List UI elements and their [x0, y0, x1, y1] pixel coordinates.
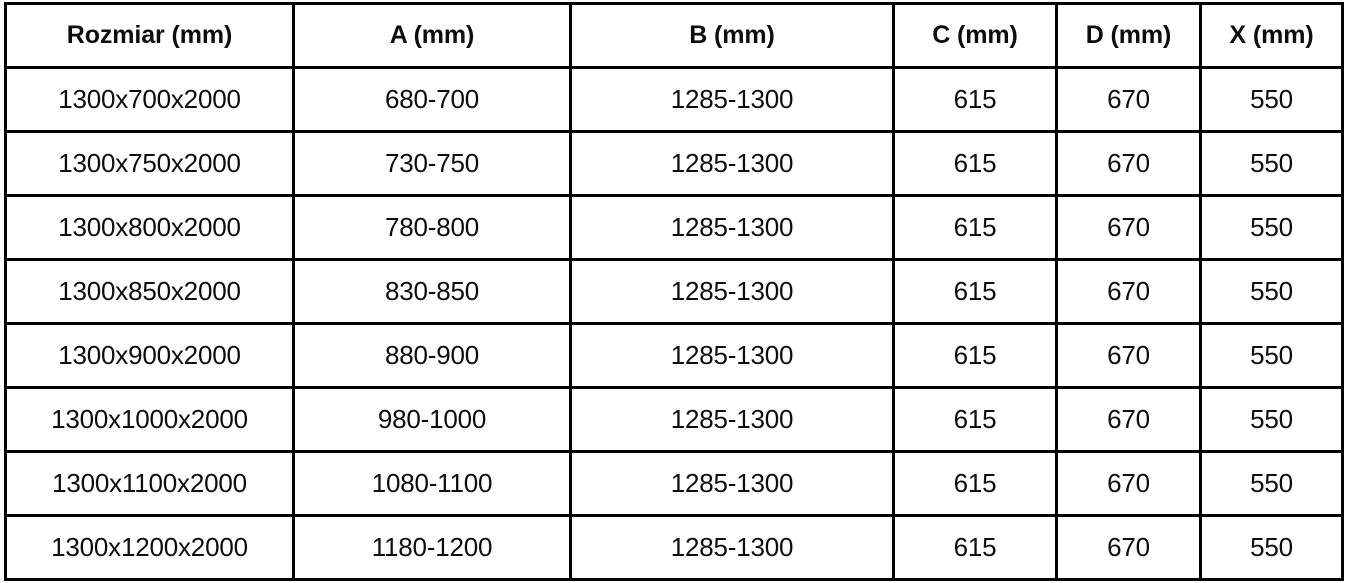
- column-header-x: X (mm): [1199, 2, 1344, 69]
- cell-b: 1285-1300: [569, 322, 895, 389]
- cell-b: 1285-1300: [569, 194, 895, 261]
- column-header-a: A (mm): [292, 2, 572, 69]
- cell-c: 615: [892, 66, 1058, 133]
- table-row: 1300x850x2000 830-850 1285-1300 615 670 550: [4, 258, 1344, 325]
- cell-a: 880-900: [292, 322, 572, 389]
- column-header-c: C (mm): [892, 2, 1058, 69]
- cell-d: 670: [1055, 386, 1202, 453]
- cell-a: 680-700: [292, 66, 572, 133]
- table-row: 1300x1100x2000 1080-1100 1285-1300 615 670 55…: [4, 450, 1344, 517]
- cell-d: 670: [1055, 194, 1202, 261]
- table-row: 1300x700x2000 680-700 1285-1300 615 670 550: [4, 66, 1344, 133]
- cell-x: 550: [1199, 66, 1344, 133]
- cell-c: 615: [892, 322, 1058, 389]
- cell-size: 1300x1200x2000: [4, 514, 295, 581]
- cell-size: 1300x1100x2000: [4, 450, 295, 517]
- cell-c: 615: [892, 258, 1058, 325]
- cell-d: 670: [1055, 322, 1202, 389]
- cell-c: 615: [892, 386, 1058, 453]
- cell-x: 550: [1199, 386, 1344, 453]
- cell-a: 830-850: [292, 258, 572, 325]
- column-header-b: B (mm): [569, 2, 895, 69]
- table-header: Rozmiar (mm) A (mm) B (mm) C (mm) D (mm) X (m…: [4, 2, 1344, 69]
- cell-x: 550: [1199, 322, 1344, 389]
- table-row: 1300x800x2000 780-800 1285-1300 615 670 550: [4, 194, 1344, 261]
- cell-c: 615: [892, 194, 1058, 261]
- cell-a: 1080-1100: [292, 450, 572, 517]
- cell-b: 1285-1300: [569, 514, 895, 581]
- cell-c: 615: [892, 514, 1058, 581]
- table-row: 1300x750x2000 730-750 1285-1300 615 670 550: [4, 130, 1344, 197]
- column-header-d: D (mm): [1055, 2, 1202, 69]
- cell-b: 1285-1300: [569, 130, 895, 197]
- cell-x: 550: [1199, 450, 1344, 517]
- cell-a: 780-800: [292, 194, 572, 261]
- cell-x: 550: [1199, 514, 1344, 581]
- cell-x: 550: [1199, 130, 1344, 197]
- cell-size: 1300x700x2000: [4, 66, 295, 133]
- cell-a: 1180-1200: [292, 514, 572, 581]
- table-body: 1300x700x2000 680-700 1285-1300 615 670 550 13…: [4, 66, 1344, 581]
- cell-size: 1300x750x2000: [4, 130, 295, 197]
- cell-d: 670: [1055, 514, 1202, 581]
- table-row: 1300x1000x2000 980-1000 1285-1300 615 670 550: [4, 386, 1344, 453]
- cell-size: 1300x900x2000: [4, 322, 295, 389]
- cell-b: 1285-1300: [569, 386, 895, 453]
- column-header-size: Rozmiar (mm): [4, 2, 295, 69]
- cell-x: 550: [1199, 194, 1344, 261]
- cell-size: 1300x850x2000: [4, 258, 295, 325]
- cell-a: 730-750: [292, 130, 572, 197]
- cell-d: 670: [1055, 258, 1202, 325]
- cell-c: 615: [892, 450, 1058, 517]
- cell-c: 615: [892, 130, 1058, 197]
- cell-size: 1300x1000x2000: [4, 386, 295, 453]
- cell-b: 1285-1300: [569, 450, 895, 517]
- cell-x: 550: [1199, 258, 1344, 325]
- table-header-row: Rozmiar (mm) A (mm) B (mm) C (mm) D (mm) X (m…: [4, 2, 1344, 69]
- cell-d: 670: [1055, 450, 1202, 517]
- cell-d: 670: [1055, 130, 1202, 197]
- cell-a: 980-1000: [292, 386, 572, 453]
- cell-size: 1300x800x2000: [4, 194, 295, 261]
- table-row: 1300x900x2000 880-900 1285-1300 615 670 550: [4, 322, 1344, 389]
- cell-d: 670: [1055, 66, 1202, 133]
- cell-b: 1285-1300: [569, 258, 895, 325]
- specification-table: Rozmiar (mm) A (mm) B (mm) C (mm) D (mm) X (m…: [4, 2, 1344, 581]
- cell-b: 1285-1300: [569, 66, 895, 133]
- table-row: 1300x1200x2000 1180-1200 1285-1300 615 670 55…: [4, 514, 1344, 581]
